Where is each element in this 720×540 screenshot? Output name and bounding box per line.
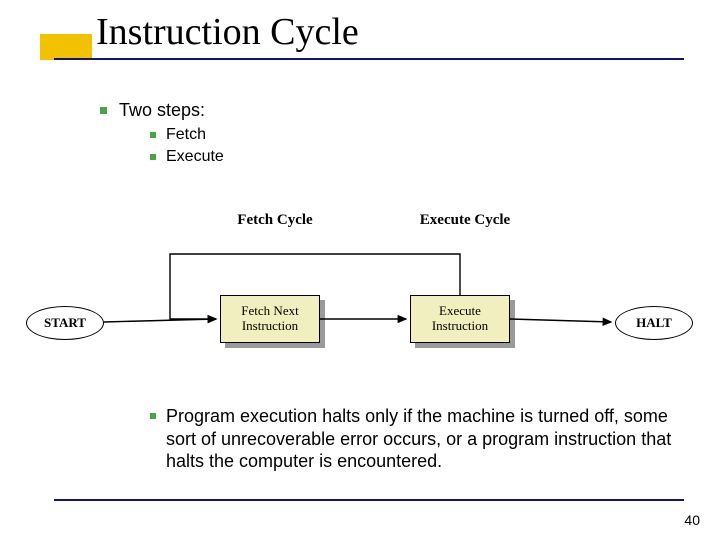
bullet-lvl1: Two steps: [100,100,205,121]
page-number: 40 [684,512,700,528]
square-bullet-icon [150,132,156,138]
instruction-cycle-diagram: Fetch Cycle Execute Cycle START Fetch Ne… [20,210,700,385]
title-underline [54,58,684,60]
square-bullet-icon [100,107,107,114]
bullet-lvl2-fetch: Fetch [150,126,206,144]
title-bar: Instruction Cycle [0,8,720,64]
square-bullet-icon [150,154,156,160]
slide-title: Instruction Cycle [96,10,359,54]
slide: Instruction Cycle Two steps: Fetch Execu… [0,0,720,540]
bottom-rule [54,499,684,501]
bullet-lvl2-execute: Execute [150,148,224,166]
square-bullet-icon [150,413,156,419]
bullet-paragraph-text: Program execution halts only if the mach… [166,405,690,473]
bullet-lvl2-text: Fetch [166,126,206,144]
title-accent-block [40,34,92,60]
bullet-lvl2-text: Execute [166,148,224,166]
bullet-lvl1-text: Two steps: [119,100,205,121]
bullet-paragraph: Program execution halts only if the mach… [150,405,690,473]
diagram-arrows [20,210,700,385]
